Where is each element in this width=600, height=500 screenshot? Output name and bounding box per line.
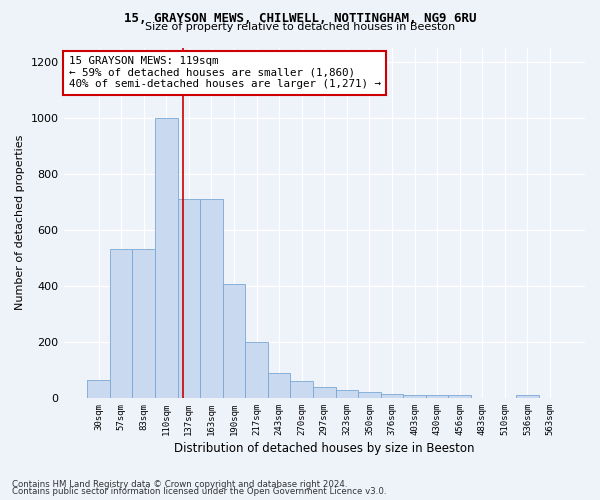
Bar <box>290 381 313 398</box>
Bar <box>110 250 133 398</box>
Y-axis label: Number of detached properties: Number of detached properties <box>15 135 25 310</box>
Bar <box>87 380 110 398</box>
Text: 15 GRAYSON MEWS: 119sqm
← 59% of detached houses are smaller (1,860)
40% of semi: 15 GRAYSON MEWS: 119sqm ← 59% of detache… <box>69 56 381 90</box>
Bar <box>448 395 471 398</box>
Text: Contains HM Land Registry data © Crown copyright and database right 2024.: Contains HM Land Registry data © Crown c… <box>12 480 347 489</box>
Text: Contains public sector information licensed under the Open Government Licence v3: Contains public sector information licen… <box>12 487 386 496</box>
Bar <box>133 250 155 398</box>
Bar <box>403 395 426 398</box>
Bar <box>223 284 245 398</box>
Bar <box>381 394 403 398</box>
Bar <box>335 390 358 398</box>
Bar <box>200 199 223 398</box>
Bar <box>516 395 539 398</box>
Bar <box>268 372 290 398</box>
Bar <box>358 392 381 398</box>
Text: Size of property relative to detached houses in Beeston: Size of property relative to detached ho… <box>145 22 455 32</box>
Bar <box>245 342 268 398</box>
Text: 15, GRAYSON MEWS, CHILWELL, NOTTINGHAM, NG9 6RU: 15, GRAYSON MEWS, CHILWELL, NOTTINGHAM, … <box>124 12 476 26</box>
Bar <box>178 199 200 398</box>
X-axis label: Distribution of detached houses by size in Beeston: Distribution of detached houses by size … <box>174 442 475 455</box>
Bar <box>155 118 178 398</box>
Bar <box>426 395 448 398</box>
Bar <box>313 386 335 398</box>
